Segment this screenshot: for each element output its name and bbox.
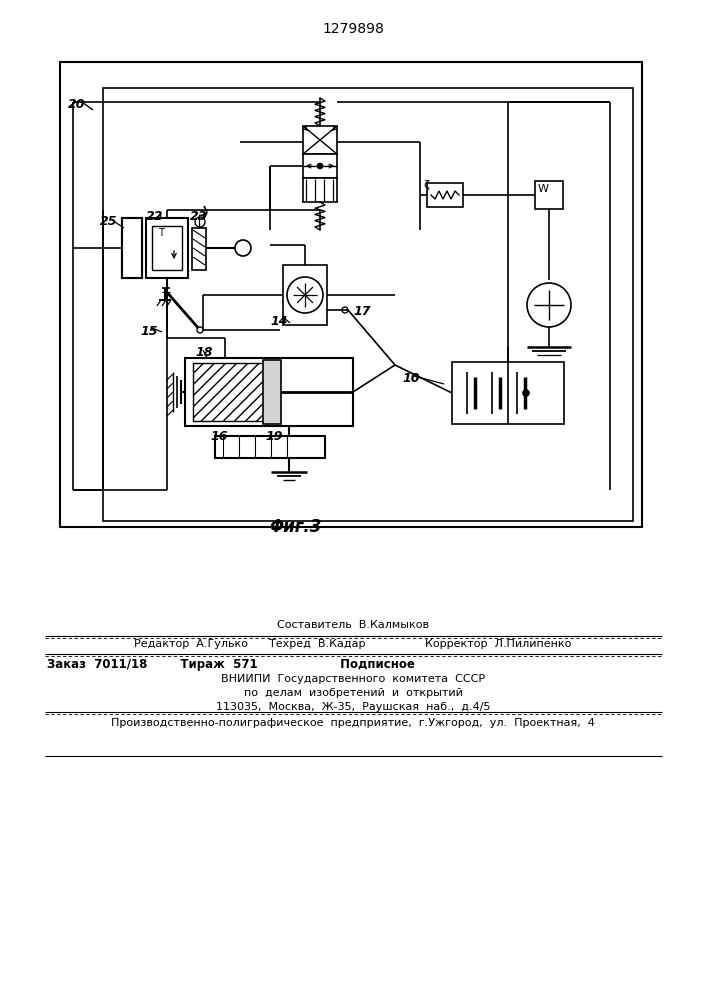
Circle shape	[235, 240, 251, 256]
Bar	[193, 363, 265, 421]
Text: 17: 17	[353, 305, 370, 318]
Bar	[152, 226, 182, 270]
Bar	[303, 178, 337, 202]
Circle shape	[197, 327, 203, 333]
Text: 22: 22	[146, 210, 163, 223]
Bar	[283, 265, 327, 325]
Bar	[215, 436, 325, 458]
Bar	[185, 358, 353, 426]
Bar	[122, 218, 142, 278]
Bar	[146, 218, 188, 278]
Text: 113035,  Москва,  Ж-35,  Раушская  наб.,  д.4/5: 113035, Москва, Ж-35, Раушская наб., д.4…	[216, 702, 490, 712]
Bar	[103, 88, 633, 521]
Text: W: W	[538, 184, 549, 194]
Text: 1279898: 1279898	[322, 22, 384, 36]
Circle shape	[527, 283, 571, 327]
Text: Заказ  7011/18        Тираж  571                    Подписное: Заказ 7011/18 Тираж 571 Подписное	[47, 658, 415, 671]
Text: 19: 19	[265, 430, 283, 443]
Text: 10: 10	[402, 372, 419, 385]
Text: 25: 25	[100, 215, 117, 228]
Polygon shape	[122, 218, 142, 278]
Text: 18: 18	[195, 346, 213, 359]
Text: 16: 16	[210, 430, 228, 443]
Text: ζ: ζ	[423, 180, 429, 190]
Text: Составитель  В.Калмыков: Составитель В.Калмыков	[277, 620, 429, 630]
Bar	[303, 154, 337, 178]
Circle shape	[195, 217, 205, 227]
Text: 14: 14	[270, 315, 288, 328]
Text: ВНИИПИ  Государственного  комитета  СССР: ВНИИПИ Государственного комитета СССР	[221, 674, 485, 684]
Circle shape	[523, 390, 529, 396]
Bar	[427, 183, 463, 207]
Text: 20: 20	[68, 98, 86, 111]
Bar	[263, 360, 281, 424]
Text: Φиг.3: Φиг.3	[269, 518, 321, 536]
Text: Производственно-полиграфическое  предприятие,  г.Ужгород,  ул.  Проектная,  4: Производственно-полиграфическое предприя…	[111, 718, 595, 728]
Text: T: T	[158, 228, 164, 238]
Bar	[535, 181, 563, 209]
Text: по  делам  изобретений  и  открытий: по делам изобретений и открытий	[244, 688, 462, 698]
Bar	[60, 62, 642, 527]
Bar	[452, 362, 564, 424]
Polygon shape	[124, 224, 140, 238]
Circle shape	[287, 277, 323, 313]
Bar	[192, 228, 206, 270]
Text: 15: 15	[140, 325, 158, 338]
Text: 23: 23	[190, 210, 207, 223]
Circle shape	[317, 163, 322, 168]
Text: Редактор  А.Гулько      Техред  В.Кадар                 Корректор  Л.Пилипенко: Редактор А.Гулько Техред В.Кадар Коррект…	[134, 639, 572, 649]
Circle shape	[342, 307, 348, 313]
Polygon shape	[124, 258, 140, 272]
Bar	[303, 126, 337, 154]
